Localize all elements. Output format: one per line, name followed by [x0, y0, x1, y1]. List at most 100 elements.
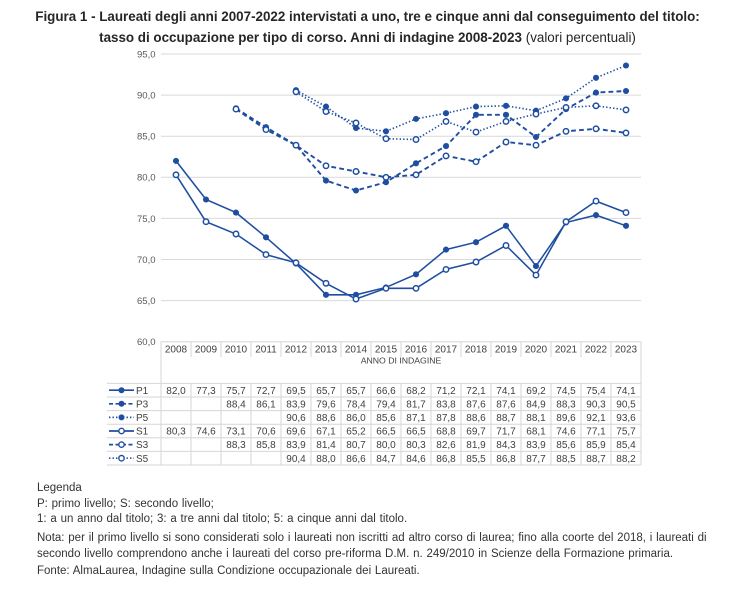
svg-text:90,4: 90,4: [286, 454, 306, 465]
svg-text:88,4: 88,4: [226, 399, 246, 410]
svg-text:S3: S3: [136, 440, 149, 451]
svg-text:88,0: 88,0: [316, 454, 336, 465]
svg-text:85,9: 85,9: [586, 440, 606, 451]
svg-text:87,7: 87,7: [526, 454, 546, 465]
svg-text:90,3: 90,3: [586, 399, 606, 410]
svg-text:77,1: 77,1: [586, 427, 606, 438]
svg-text:P1: P1: [136, 386, 149, 397]
svg-text:88,7: 88,7: [586, 454, 606, 465]
svg-text:83,9: 83,9: [526, 440, 546, 451]
svg-text:68,1: 68,1: [526, 427, 546, 438]
svg-text:88,3: 88,3: [226, 440, 246, 451]
svg-text:70,0: 70,0: [137, 255, 156, 266]
svg-text:66,5: 66,5: [406, 427, 426, 438]
svg-text:88,7: 88,7: [496, 413, 516, 424]
svg-text:2020: 2020: [525, 345, 548, 356]
svg-text:2016: 2016: [405, 345, 428, 356]
svg-text:77,3: 77,3: [196, 386, 216, 397]
svg-text:69,2: 69,2: [526, 386, 546, 397]
svg-text:65,0: 65,0: [137, 296, 156, 307]
svg-text:81,4: 81,4: [316, 440, 336, 451]
svg-text:80,0: 80,0: [137, 173, 156, 184]
svg-text:S1: S1: [136, 427, 149, 438]
svg-text:75,4: 75,4: [586, 386, 606, 397]
svg-text:88,1: 88,1: [526, 413, 546, 424]
svg-text:79,4: 79,4: [376, 399, 396, 410]
svg-text:92,1: 92,1: [586, 413, 606, 424]
svg-text:2021: 2021: [555, 345, 578, 356]
svg-text:75,7: 75,7: [616, 427, 636, 438]
svg-text:74,6: 74,6: [556, 427, 576, 438]
svg-text:85,0: 85,0: [137, 132, 156, 143]
svg-text:88,3: 88,3: [556, 399, 576, 410]
svg-text:78,4: 78,4: [346, 399, 366, 410]
svg-text:2013: 2013: [315, 345, 338, 356]
svg-text:80,3: 80,3: [406, 440, 426, 451]
svg-text:2019: 2019: [495, 345, 518, 356]
svg-text:86,8: 86,8: [496, 454, 516, 465]
svg-text:2010: 2010: [225, 345, 248, 356]
svg-text:ANNO DI INDAGINE: ANNO DI INDAGINE: [361, 356, 442, 366]
svg-text:90,0: 90,0: [137, 91, 156, 102]
svg-text:2023: 2023: [615, 345, 638, 356]
svg-text:86,6: 86,6: [346, 454, 366, 465]
svg-text:74,5: 74,5: [556, 386, 576, 397]
svg-text:86,0: 86,0: [346, 413, 366, 424]
svg-text:88,5: 88,5: [556, 454, 576, 465]
svg-text:2014: 2014: [345, 345, 368, 356]
svg-text:84,6: 84,6: [406, 454, 426, 465]
svg-text:95,0: 95,0: [137, 49, 156, 60]
svg-text:88,6: 88,6: [316, 413, 336, 424]
svg-text:60,0: 60,0: [137, 337, 156, 348]
svg-text:P5: P5: [136, 413, 149, 424]
svg-text:65,2: 65,2: [346, 427, 366, 438]
svg-text:84,3: 84,3: [496, 440, 516, 451]
svg-text:90,6: 90,6: [286, 413, 306, 424]
svg-text:68,2: 68,2: [406, 386, 426, 397]
svg-text:80,3: 80,3: [166, 427, 186, 438]
svg-text:2009: 2009: [195, 345, 218, 356]
svg-text:69,5: 69,5: [286, 386, 306, 397]
svg-text:82,6: 82,6: [436, 440, 456, 451]
svg-text:73,1: 73,1: [226, 427, 246, 438]
svg-text:84,9: 84,9: [526, 399, 546, 410]
svg-text:84,7: 84,7: [376, 454, 396, 465]
svg-text:66,5: 66,5: [376, 427, 396, 438]
svg-text:85,8: 85,8: [256, 440, 276, 451]
svg-text:2012: 2012: [285, 345, 308, 356]
svg-text:74,1: 74,1: [616, 386, 636, 397]
svg-text:71,2: 71,2: [436, 386, 456, 397]
svg-text:69,6: 69,6: [286, 427, 306, 438]
svg-text:82,0: 82,0: [166, 386, 186, 397]
svg-text:66,6: 66,6: [376, 386, 396, 397]
svg-text:85,5: 85,5: [466, 454, 486, 465]
svg-text:67,1: 67,1: [316, 427, 336, 438]
svg-text:2011: 2011: [255, 345, 277, 356]
svg-text:2017: 2017: [435, 345, 458, 356]
svg-text:87,1: 87,1: [406, 413, 426, 424]
svg-text:69,7: 69,7: [466, 427, 486, 438]
svg-text:85,6: 85,6: [556, 440, 576, 451]
svg-text:86,8: 86,8: [436, 454, 456, 465]
svg-text:88,6: 88,6: [466, 413, 486, 424]
svg-text:2008: 2008: [165, 345, 188, 356]
svg-text:87,8: 87,8: [436, 413, 456, 424]
svg-text:83,9: 83,9: [286, 440, 306, 451]
svg-text:68,8: 68,8: [436, 427, 456, 438]
svg-text:89,6: 89,6: [556, 413, 576, 424]
svg-text:80,0: 80,0: [376, 440, 396, 451]
svg-text:87,6: 87,6: [466, 399, 486, 410]
svg-text:90,5: 90,5: [616, 399, 636, 410]
svg-text:74,1: 74,1: [496, 386, 516, 397]
svg-text:83,9: 83,9: [286, 399, 306, 410]
svg-text:75,0: 75,0: [137, 214, 156, 225]
svg-text:87,6: 87,6: [496, 399, 516, 410]
svg-text:65,7: 65,7: [346, 386, 366, 397]
svg-text:93,6: 93,6: [616, 413, 636, 424]
svg-text:86,1: 86,1: [256, 399, 276, 410]
svg-text:P3: P3: [136, 399, 149, 410]
svg-text:2015: 2015: [375, 345, 398, 356]
svg-text:75,7: 75,7: [226, 386, 246, 397]
svg-text:88,2: 88,2: [616, 454, 636, 465]
svg-text:72,1: 72,1: [466, 386, 486, 397]
